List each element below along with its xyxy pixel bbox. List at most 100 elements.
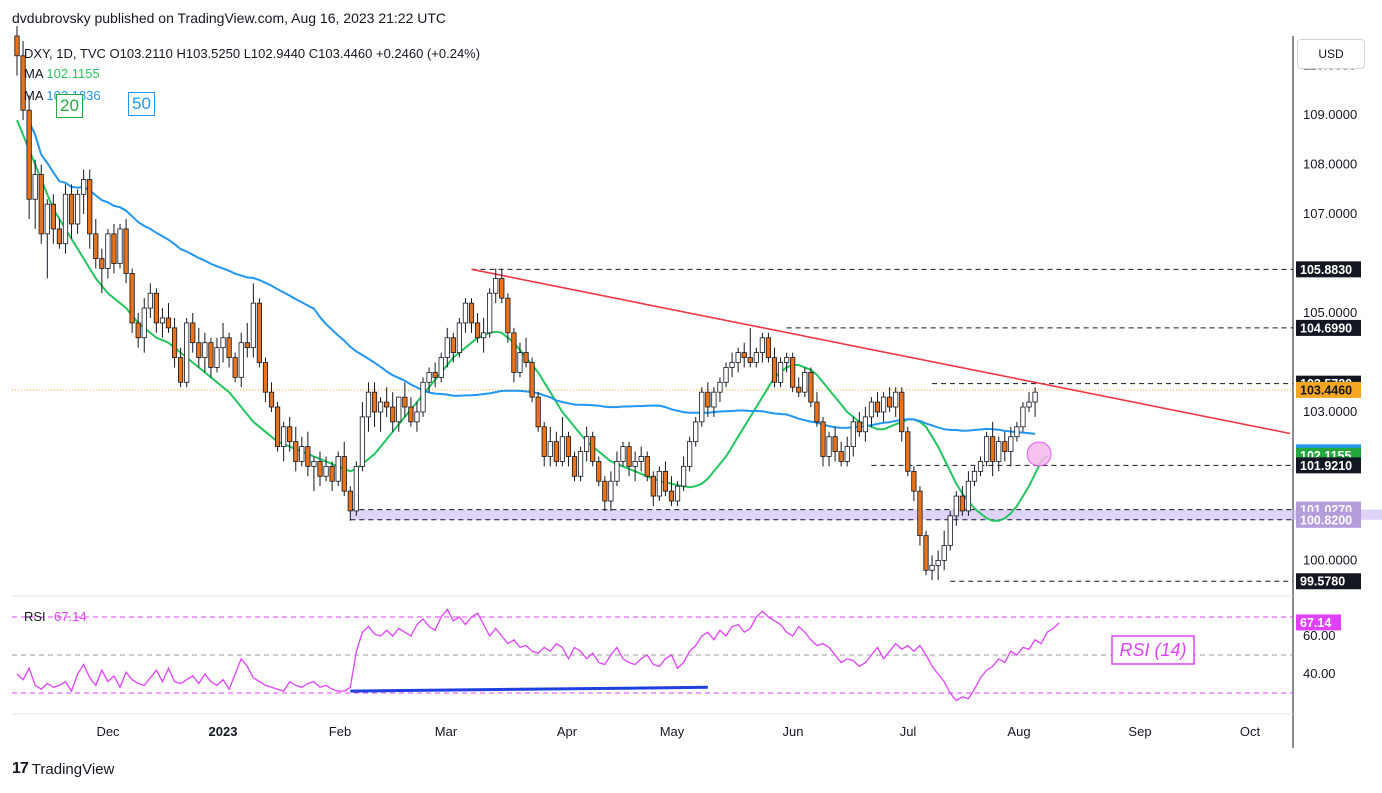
candle-body	[511, 332, 517, 373]
candle-body	[681, 465, 687, 487]
candle-body	[481, 332, 487, 339]
candle-body	[141, 307, 147, 339]
level-badge-9	[1296, 573, 1361, 590]
candle-body	[620, 446, 626, 462]
candle-body	[26, 109, 32, 200]
candle-body	[1002, 441, 1008, 452]
candle-body	[317, 461, 323, 477]
rsi-legend-label: RSI	[24, 609, 46, 624]
candle-body	[75, 193, 81, 225]
rsi-value-badge	[1296, 614, 1341, 631]
candle-body	[547, 441, 553, 457]
y-tick-label-1: 109.0000	[1303, 107, 1357, 122]
candle-body	[32, 174, 38, 200]
level-label-6: 101.9210	[1300, 459, 1352, 473]
candle-body	[68, 193, 75, 225]
x-tick-label-8: Aug	[1007, 724, 1030, 739]
level-label-3: 103.4460	[1300, 383, 1352, 397]
y-tick-label-2: 108.0000	[1303, 157, 1357, 172]
candle-body	[826, 436, 832, 457]
candle-body	[820, 421, 826, 457]
y-tick-label-5: 103.0000	[1303, 404, 1357, 419]
candle-body	[553, 441, 559, 462]
rsi-legend-value: 67.14	[54, 609, 87, 624]
ma50-legend-label: MA	[24, 88, 43, 103]
candle-body	[911, 470, 917, 492]
candle-body	[396, 396, 402, 423]
candle-body	[808, 371, 814, 403]
candle-body	[505, 297, 511, 334]
candle-body	[584, 436, 590, 452]
candle-body	[38, 174, 44, 235]
candle-body	[662, 470, 669, 492]
candle-body	[117, 228, 123, 264]
candle-body	[93, 233, 99, 260]
candle-body	[184, 322, 190, 383]
candle-body	[178, 357, 184, 383]
candle-body	[759, 337, 765, 354]
candle-body	[905, 431, 911, 472]
candle-body	[226, 337, 232, 358]
candle-body	[832, 436, 838, 452]
candle-body	[614, 461, 620, 482]
candle-body	[874, 401, 881, 413]
candle-body	[650, 475, 656, 497]
rsi-annotation-label: RSI (14)	[1119, 640, 1186, 660]
rsi-line	[16, 608, 1060, 702]
candle-body	[81, 179, 87, 195]
candle-body	[838, 451, 844, 462]
publish-header: dvdubrovsky published on TradingView.com…	[12, 10, 447, 26]
candle-body	[390, 406, 396, 423]
candle-body	[880, 396, 887, 413]
candle-body	[784, 357, 790, 363]
candle-body	[87, 179, 93, 235]
candle-body	[123, 228, 129, 274]
candle-body	[608, 480, 614, 502]
candle-body	[850, 421, 856, 447]
candle-body	[20, 55, 26, 111]
candle-body	[977, 461, 984, 472]
candle-body	[959, 495, 965, 512]
candle-body	[965, 480, 972, 512]
candle-body	[14, 35, 20, 57]
candle-body	[596, 461, 602, 482]
candle-body	[771, 357, 778, 383]
candle-body	[432, 371, 438, 378]
candle-body	[474, 322, 481, 339]
candle-body	[214, 347, 220, 368]
candle-body	[408, 406, 414, 423]
candle-body	[274, 406, 281, 447]
ma20-legend-label: MA	[24, 66, 43, 81]
candle-body	[293, 441, 299, 462]
ma-crossover-highlight	[1026, 441, 1052, 467]
candle-body	[384, 401, 390, 408]
candle-body	[256, 302, 263, 363]
candle-body	[165, 317, 172, 329]
candle-body	[44, 203, 50, 235]
candle-body	[638, 456, 644, 462]
level-label-9: 99.5780	[1300, 575, 1345, 589]
candle-body	[693, 421, 699, 443]
candle-body	[814, 401, 820, 423]
candle-body	[1008, 436, 1014, 452]
candle-body	[947, 515, 953, 546]
candle-body	[1026, 401, 1032, 408]
candle-body	[602, 480, 608, 502]
x-tick-label-4: Apr	[557, 724, 578, 739]
candle-body	[765, 337, 772, 358]
candle-body	[190, 322, 196, 344]
y-tick-label-6: 100.0000	[1303, 552, 1357, 567]
ma20-legend-value: 102.1155	[46, 66, 100, 81]
candle-body	[323, 465, 329, 477]
candle-body	[341, 456, 347, 492]
candle-body	[311, 461, 317, 467]
candle-body	[493, 277, 499, 294]
currency-button[interactable]: USD	[1297, 39, 1365, 69]
candle-body	[668, 490, 675, 502]
candle-body	[371, 391, 378, 413]
descending-trendline	[471, 268, 1291, 435]
x-tick-label-5: May	[660, 724, 685, 739]
candle-body	[541, 426, 547, 457]
candle-body	[244, 342, 250, 349]
